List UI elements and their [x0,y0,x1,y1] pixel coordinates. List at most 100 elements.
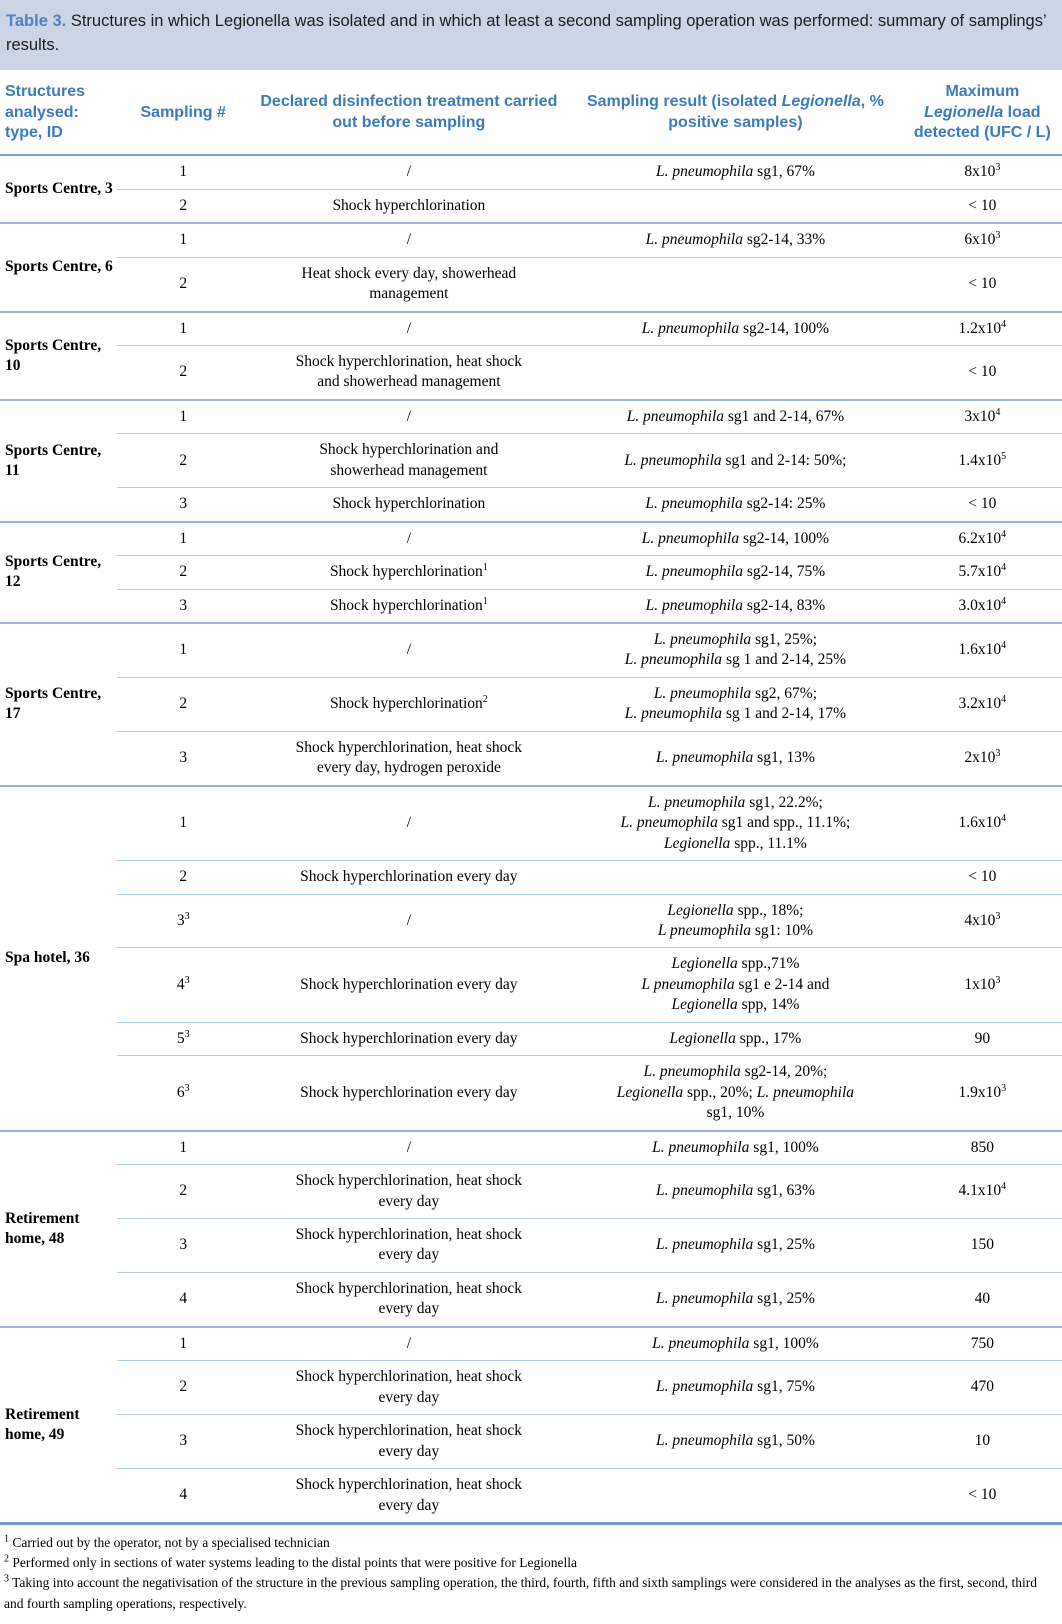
treatment-cell: Shock hyperchlorination [249,188,569,224]
structure-cell: Retirement home, 49 [0,1325,117,1524]
table-row: 33/Legionella spp., 18%; L pneumophila sg… [0,893,1062,948]
table-body: Sports Centre, 3 1/L. pneumophila sg1, 67… [0,155,1062,1524]
treatment-cell: / [249,784,569,861]
structure-cell: Sports Centre, 6 [0,222,117,312]
load-cell: 40 [902,1271,1062,1327]
sampling-cell: 2 [116,1360,250,1415]
load-cell: 8x103 [964,162,1001,181]
table-row: 53 Shock hyperchlorination every day Legio… [0,1021,1062,1056]
table-row: 3 Shock hyperchlorination, heat shock ever… [0,1218,1062,1273]
treatment-cell: Shock hyperchlorination, heat shock every… [249,1271,569,1327]
table-row: 4 Shock hyperchlorination, heat shock ever… [0,1468,1062,1524]
sampling-cell: 2 [116,555,250,590]
sampling-cell: 3 [116,1414,250,1469]
load-cell: 4x103 [902,893,1062,948]
sampling-cell: 53 [116,1021,250,1056]
structure-cell: Sports Centre, 17 [0,622,117,786]
treatment-cell: Shock hyperchlorination every day [249,860,569,895]
table-row: Sports Centre, 12 1/L. pneumophila sg2-14… [0,520,1062,624]
sampling-cell: 2 [116,256,250,312]
sampling-cell: 2 [116,433,250,488]
table-row: 2 Shock hyperchlorination, heat shock and … [0,344,1062,400]
sampling-cell: 1 [179,163,188,181]
col-header-treatment: Declared disinfection treatment carried … [249,69,569,157]
sampling-cell: 33 [116,893,250,948]
load-cell: 10 [902,1414,1062,1469]
load-cell: 470 [902,1360,1062,1415]
header-row: Structures analysed: type, ID Sampling #… [0,69,1062,157]
structure-cell: Retirement home, 48 [0,1129,117,1327]
structure-cell: Sports Centre, 10 [0,310,117,400]
table-row: Sports Centre, 3 1 / L. pneumophila sg1, 67… [0,155,1062,198]
treatment-cell: Shock hyperchlorination, heat shock every… [249,1218,569,1273]
result-cell: L. pneumophila sg1, 63% [568,1164,903,1219]
load-cell: 850 [902,1129,1062,1165]
result-cell: L. pneumophila sg2-14, 100% [568,310,903,346]
treatment-cell: Shock hyperchlorination every day [249,1055,569,1131]
result-cell: L. pneumophila sg1 and 2-14, 67% [568,398,903,434]
table-row: 2 Shock hyperchlorination, heat shock ever… [0,1164,1062,1219]
sampling-cell: 1 [116,784,250,861]
footnotes: 1 Carried out by the operator, not by a … [0,1525,1062,1624]
result-cell: L. pneumophila sg1, 25% [568,1218,903,1273]
col-header-result: Sampling result (isolated Legionella, % … [568,69,903,157]
sampling-cell: 1 [116,1325,250,1361]
result-cell: Legionella spp.,71% L pneumophila sg1 e 2… [568,947,903,1023]
footnote: 2 Performed only in sections of water sy… [4,1553,577,1571]
sampling-cell: 3 [116,730,250,786]
sampling-cell: 1 [116,1129,250,1165]
sampling-cell: 2 [116,344,250,400]
result-cell [568,256,903,312]
load-cell: 3.0x104 [902,588,1062,624]
table-row: 2 Heat shock every day, showerhead managem… [0,256,1062,312]
treatment-cell: Shock hyperchlorination2 [249,676,569,732]
sampling-cell: 1 [116,398,250,434]
table-row: 2 Shock hyperchlorination1 L. pneumophila … [0,555,1062,590]
treatment-cell: Shock hyperchlorination, heat shock every… [249,1468,569,1524]
sampling-cell: 2 [116,1164,250,1219]
result-cell: L. pneumophila sg1, 75% [568,1360,903,1415]
table-row: 2 Shock hyperchlorination every day < 10 [0,860,1062,895]
result-cell: L. pneumophila sg2-14, 83% [568,588,903,624]
table-row: Sports Centre, 11 1/L. pneumophila sg1 an… [0,398,1062,522]
sampling-cell: 43 [116,947,250,1023]
result-cell [568,188,903,224]
load-cell: 2x103 [902,730,1062,786]
treatment-cell: / [249,520,569,556]
result-cell [568,1468,903,1524]
treatment-cell: Shock hyperchlorination, heat shock every… [249,1360,569,1415]
treatment-cell: / [249,398,569,434]
structure-cell: Spa hotel, 36 [0,784,117,1131]
table-row: 3 Shock hyperchlorination, heat shock ever… [0,1414,1062,1469]
result-cell: L. pneumophila sg2, 67%; L. pneumophila s… [568,676,903,732]
load-cell: < 10 [902,256,1062,312]
result-cell: L. pneumophila sg1, 22.2%; L. pneumophila… [568,784,903,861]
treatment-cell: Shock hyperchlorination and showerhead ma… [249,433,569,488]
load-cell: 3.2x104 [902,676,1062,732]
load-cell: 150 [902,1218,1062,1273]
result-cell: L. pneumophila sg2-14: 25% [568,487,903,522]
structure-cell: Sports Centre, 3 [5,180,113,198]
table-row: Sports Centre, 10 1/L. pneumophila sg2-14… [0,310,1062,400]
load-cell: < 10 [902,487,1062,522]
load-cell: 1.6x104 [902,784,1062,861]
load-cell: 3x104 [902,398,1062,434]
load-cell: 1.9x103 [902,1055,1062,1131]
load-cell: 5.7x104 [902,555,1062,590]
result-cell: L. pneumophila sg1, 100% [568,1325,903,1361]
table-row: Retirement home, 49 1/L. pneumophila sg1,… [0,1325,1062,1524]
load-cell: < 10 [902,860,1062,895]
load-cell: 4.1x104 [902,1164,1062,1219]
table-row: 43 Shock hyperchlorination every day Legio… [0,947,1062,1023]
result-cell: L. pneumophila sg2-14, 100% [568,520,903,556]
sampling-cell: 2 [116,860,250,895]
table-header: Structures analysed: type, ID Sampling #… [0,69,1062,157]
sampling-cell: 3 [116,588,250,624]
result-cell: L. pneumophila sg2-14, 33% [568,222,903,258]
treatment-cell: Shock hyperchlorination, heat shock and s… [249,344,569,400]
structure-cell: Sports Centre, 11 [0,398,117,522]
result-cell: Legionella spp., 17% [568,1021,903,1056]
load-cell: 1.2x104 [902,310,1062,346]
treatment-cell: Shock hyperchlorination, heat shock every… [249,730,569,786]
table-caption-text: Structures in which Legionella was isola… [6,12,1047,54]
